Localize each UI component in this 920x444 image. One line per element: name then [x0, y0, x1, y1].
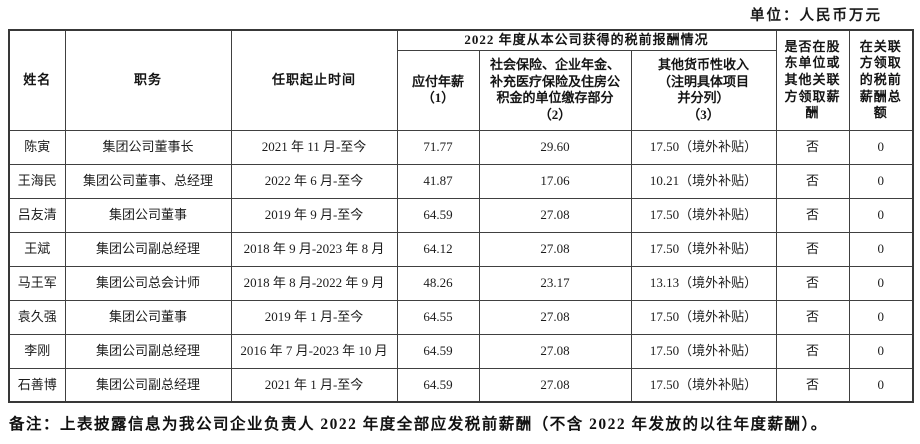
- cell-position: 集团公司董事长: [64, 129, 232, 165]
- cell-name: 陈寅: [8, 129, 66, 165]
- cell-social-insurance: 29.60: [478, 129, 632, 165]
- cell-related-party-total: 0: [848, 231, 914, 267]
- cell-name: 石善博: [8, 367, 66, 403]
- cell-position: 集团公司董事、总经理: [64, 163, 232, 199]
- cell-related-party-total: 0: [848, 197, 914, 233]
- cell-position: 集团公司总会计师: [64, 265, 232, 301]
- cell-salary: 64.55: [396, 299, 480, 335]
- cell-salary: 48.26: [396, 265, 480, 301]
- cell-term: 2016 年 7 月-2023 年 10 月: [230, 333, 398, 369]
- cell-position: 集团公司副总经理: [64, 367, 232, 403]
- table-row: 陈寅 集团公司董事长 2021 年 11 月-至今 71.77 29.60 17…: [8, 129, 914, 165]
- header-position: 职务: [64, 29, 232, 131]
- cell-name: 马王军: [8, 265, 66, 301]
- cell-social-insurance: 27.08: [478, 333, 632, 369]
- cell-term: 2022 年 6 月-至今: [230, 163, 398, 199]
- cell-other-income: 17.50（境外补贴）: [630, 129, 777, 165]
- cell-other-income: 17.50（境外补贴）: [630, 231, 777, 267]
- cell-related-party-question: 否: [775, 333, 850, 369]
- table-body: 陈寅 集团公司董事长 2021 年 11 月-至今 71.77 29.60 17…: [8, 129, 914, 403]
- cell-position: 集团公司副总经理: [64, 231, 232, 267]
- cell-term: 2018 年 9 月-2023 年 8 月: [230, 231, 398, 267]
- header-name: 姓名: [8, 29, 66, 131]
- cell-related-party-question: 否: [775, 367, 850, 403]
- cell-related-party-total: 0: [848, 333, 914, 369]
- cell-related-party-total: 0: [848, 129, 914, 165]
- table-row: 李刚 集团公司副总经理 2016 年 7 月-2023 年 10 月 64.59…: [8, 333, 914, 369]
- cell-name: 吕友清: [8, 197, 66, 233]
- unit-label: 单位：人民币万元: [750, 8, 882, 24]
- cell-related-party-question: 否: [775, 163, 850, 199]
- cell-other-income: 17.50（境外补贴）: [630, 197, 777, 233]
- cell-term: 2019 年 9 月-至今: [230, 197, 398, 233]
- cell-name: 王斌: [8, 231, 66, 267]
- header-term: 任职起止时间: [230, 29, 398, 131]
- cell-other-income: 17.50（境外补贴）: [630, 367, 777, 403]
- cell-position: 集团公司副总经理: [64, 333, 232, 369]
- footnote: 备注：上表披露信息为我公司企业负责人 2022 年度全部应发税前薪酬（不含 20…: [9, 416, 828, 434]
- cell-related-party-question: 否: [775, 265, 850, 301]
- cell-name: 袁久强: [8, 299, 66, 335]
- cell-position: 集团公司董事: [64, 299, 232, 335]
- table-row: 袁久强 集团公司董事 2019 年 1 月-至今 64.55 27.08 17.…: [8, 299, 914, 335]
- cell-term: 2021 年 11 月-至今: [230, 129, 398, 165]
- cell-related-party-total: 0: [848, 265, 914, 301]
- cell-social-insurance: 27.08: [478, 197, 632, 233]
- cell-salary: 41.87: [396, 163, 480, 199]
- cell-related-party-question: 否: [775, 231, 850, 267]
- table-row: 马王军 集团公司总会计师 2018 年 8 月-2022 年 9 月 48.26…: [8, 265, 914, 301]
- header-related-party-question: 是否在股 东单位或 其他关联 方领取薪 酬: [775, 29, 850, 131]
- cell-other-income: 10.21（境外补贴）: [630, 163, 777, 199]
- cell-other-income: 17.50（境外补贴）: [630, 299, 777, 335]
- cell-term: 2018 年 8 月-2022 年 9 月: [230, 265, 398, 301]
- cell-salary: 64.59: [396, 333, 480, 369]
- cell-related-party-total: 0: [848, 163, 914, 199]
- cell-related-party-question: 否: [775, 197, 850, 233]
- cell-social-insurance: 27.08: [478, 367, 632, 403]
- cell-social-insurance: 27.08: [478, 231, 632, 267]
- table-row: 吕友清 集团公司董事 2019 年 9 月-至今 64.59 27.08 17.…: [8, 197, 914, 233]
- table-row: 王斌 集团公司副总经理 2018 年 9 月-2023 年 8 月 64.12 …: [8, 231, 914, 267]
- cell-related-party-total: 0: [848, 299, 914, 335]
- table-header: 姓名 职务 任职起止时间 2022 年度从本公司获得的税前报酬情况 是否在股 东…: [8, 29, 914, 131]
- cell-salary: 71.77: [396, 129, 480, 165]
- cell-social-insurance: 23.17: [478, 265, 632, 301]
- table-row: 石善博 集团公司副总经理 2021 年 1 月-至今 64.59 27.08 1…: [8, 367, 914, 403]
- cell-position: 集团公司董事: [64, 197, 232, 233]
- header-social-insurance: 社会保险、企业年金、 补充医疗保险及住房公 积金的单位缴存部分 （2）: [478, 49, 632, 131]
- cell-other-income: 17.50（境外补贴）: [630, 333, 777, 369]
- header-other-income: 其他货币性收入 （注明具体项目 并分列） （3）: [630, 49, 777, 131]
- cell-salary: 64.59: [396, 197, 480, 233]
- table-row: 王海民 集团公司董事、总经理 2022 年 6 月-至今 41.87 17.06…: [8, 163, 914, 199]
- cell-salary: 64.12: [396, 231, 480, 267]
- cell-social-insurance: 27.08: [478, 299, 632, 335]
- cell-social-insurance: 17.06: [478, 163, 632, 199]
- cell-related-party-question: 否: [775, 299, 850, 335]
- cell-term: 2019 年 1 月-至今: [230, 299, 398, 335]
- cell-related-party-question: 否: [775, 129, 850, 165]
- cell-other-income: 13.13（境外补贴）: [630, 265, 777, 301]
- header-group-2022: 2022 年度从本公司获得的税前报酬情况: [396, 29, 777, 51]
- cell-salary: 64.59: [396, 367, 480, 403]
- cell-term: 2021 年 1 月-至今: [230, 367, 398, 403]
- cell-name: 李刚: [8, 333, 66, 369]
- header-salary: 应付年薪 （1）: [396, 49, 480, 131]
- cell-name: 王海民: [8, 163, 66, 199]
- header-related-party-total: 在关联 方领取 的税前 薪酬总 额: [848, 29, 914, 131]
- compensation-table: 姓名 职务 任职起止时间 2022 年度从本公司获得的税前报酬情况 是否在股 东…: [8, 29, 915, 404]
- cell-related-party-total: 0: [848, 367, 914, 403]
